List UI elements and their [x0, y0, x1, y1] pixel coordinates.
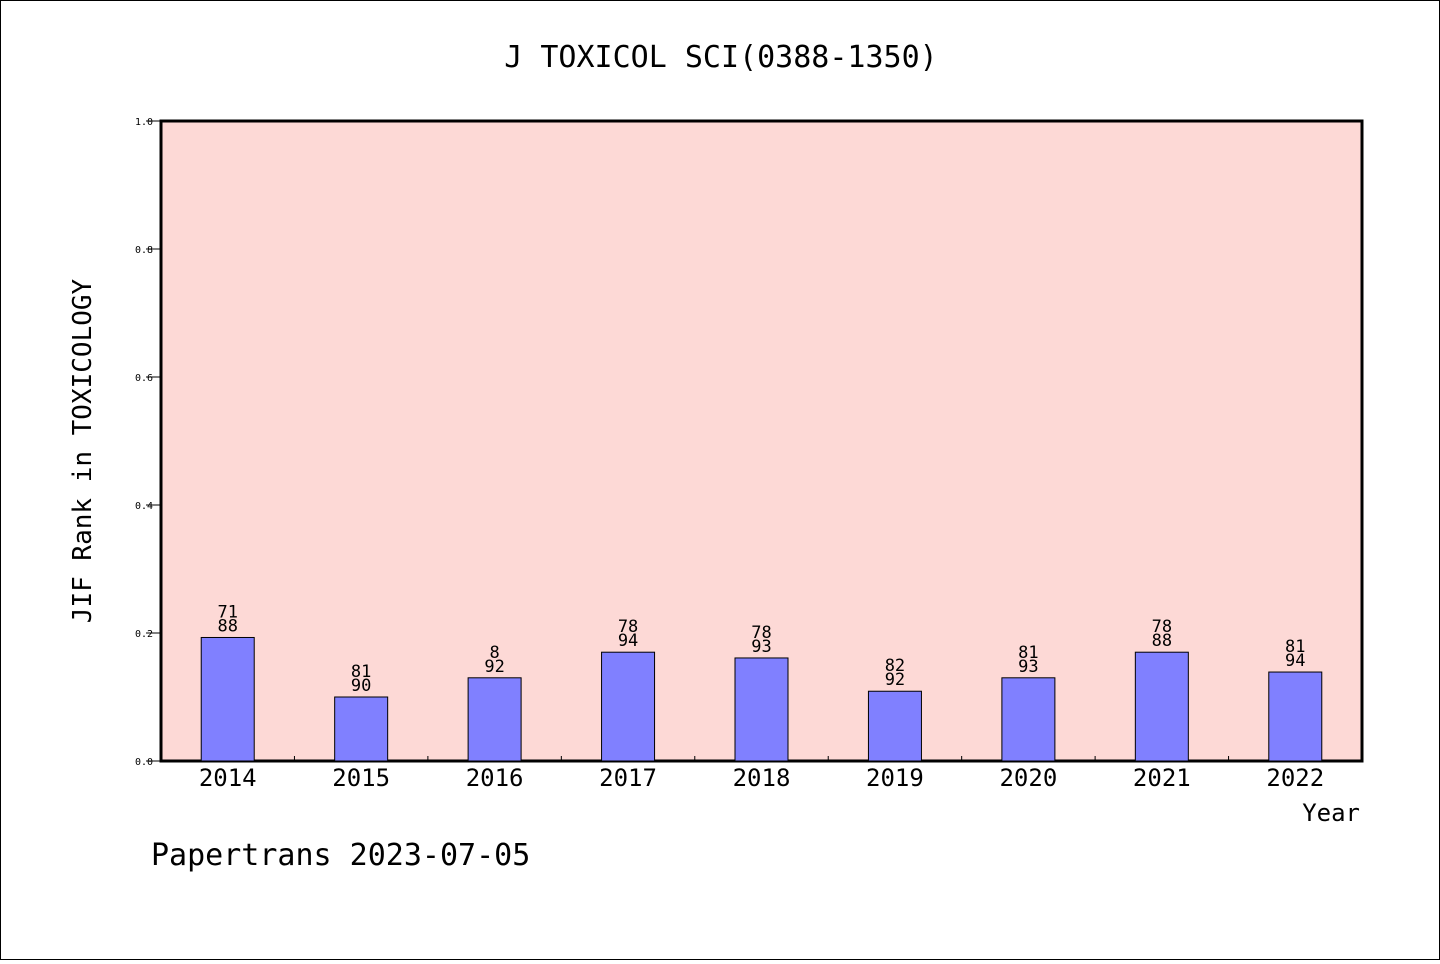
x-tick-label: 2021: [1133, 764, 1191, 792]
bar-rank-label: 78: [618, 617, 638, 637]
y-tick-label: 0.4: [135, 501, 153, 512]
x-tick-label: 2016: [466, 764, 524, 792]
bar-rank-label: 82: [885, 656, 905, 676]
bar-rank-label: 71: [217, 602, 237, 622]
bar-total-label: 93: [751, 637, 771, 657]
bar-2016: [467, 677, 522, 762]
x-axis-label: Year: [1302, 799, 1360, 827]
bar-rank-label: 81: [1018, 643, 1038, 663]
bar-rank-label: 78: [751, 623, 771, 643]
y-tick-label: 1.0: [135, 117, 153, 128]
bar-2022: [1268, 671, 1323, 762]
chart-title: J TOXICOL SCI(0388-1350): [504, 40, 937, 75]
y-tick-label: 0.8: [135, 245, 153, 256]
bar-total-label: 92: [484, 657, 504, 677]
bar-2019: [867, 690, 922, 762]
x-tick-label: 2015: [332, 764, 390, 792]
y-tick-label: 0.2: [135, 629, 153, 640]
bar-rank-label: 81: [351, 662, 371, 682]
bar-2017: [601, 651, 656, 762]
footer-credit: Papertrans 2023-07-05: [151, 838, 530, 873]
bar-total-label: 94: [1285, 651, 1305, 671]
x-tick-label: 2020: [999, 764, 1057, 792]
bar-total-label: 93: [1018, 657, 1038, 677]
y-tick-label: 0.6: [135, 373, 153, 384]
bar-rank-label: 81: [1285, 637, 1305, 657]
bar-rank-label: 8: [489, 643, 499, 663]
bar-total-label: 94: [618, 631, 638, 651]
bar-total-label: 88: [217, 616, 237, 636]
bar-total-label: 88: [1152, 631, 1172, 651]
bars-group: [200, 636, 1323, 762]
y-axis: 0.0 0.2 0.4 0.6 0.8 1.0: [135, 117, 161, 768]
x-tick-label: 2014: [199, 764, 257, 792]
bar-2014: [200, 636, 255, 762]
bar-2021: [1134, 651, 1189, 762]
x-tick-label: 2019: [866, 764, 924, 792]
y-tick-label: 0.0: [135, 757, 153, 768]
bar-2015: [334, 696, 389, 762]
bar-2018: [734, 657, 789, 762]
bar-total-label: 90: [351, 676, 371, 696]
x-axis: 2014 2015 2016 2017 2018 2019 2020 2021 2022: [199, 756, 1324, 792]
x-tick-label: 2022: [1266, 764, 1324, 792]
bar-total-label: 92: [885, 670, 905, 690]
x-tick-label: 2017: [599, 764, 657, 792]
bar-2020: [1001, 677, 1056, 762]
bar-rank-label: 78: [1152, 617, 1172, 637]
x-tick-label: 2018: [733, 764, 791, 792]
y-axis-label: JIF Rank in TOXICOLOGY: [68, 278, 98, 623]
